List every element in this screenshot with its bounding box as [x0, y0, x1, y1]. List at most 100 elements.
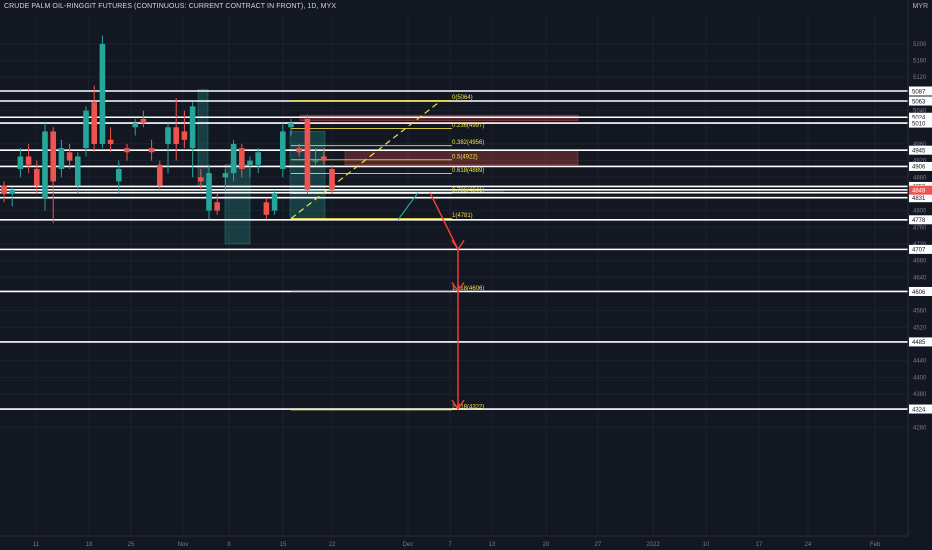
time-tick-label: 11: [33, 542, 40, 548]
candle-body: [25, 156, 32, 165]
candle-body: [157, 164, 163, 186]
candle-body: [230, 143, 237, 174]
level-price-label: 4324: [912, 407, 926, 413]
time-tick-label: 24: [805, 542, 812, 548]
candle-body: [280, 131, 286, 169]
time-tick-label: Nov: [178, 542, 189, 548]
level-price-label: 4707: [912, 248, 926, 254]
candle-body: [271, 193, 278, 211]
candle-body: [34, 168, 40, 186]
price-tick-label: 4920: [913, 159, 927, 165]
candle-body: [91, 102, 97, 144]
level-price-badge: [909, 337, 932, 347]
time-tick-label: 15: [280, 542, 287, 548]
candles: [1, 35, 335, 224]
candle-body: [214, 202, 220, 211]
level-price-label: 5024: [912, 116, 926, 122]
time-tick-label: 13: [489, 542, 496, 548]
level-price-badge: [909, 215, 932, 225]
chart-title: CRUDE PALM OIL-RINGGIT FUTURES (CONTINUO…: [4, 3, 337, 10]
level-price-label: 4945: [912, 148, 926, 154]
level-price-badge: [909, 244, 932, 254]
candle-body: [9, 189, 15, 194]
level-price-badge: [909, 86, 932, 96]
candle-body: [132, 123, 138, 128]
arrow-head: [451, 399, 465, 411]
level-price-badge: [909, 193, 932, 203]
time-tick-label: Feb: [870, 542, 881, 548]
candle-body: [83, 110, 89, 149]
candle-body: [116, 168, 122, 182]
level-price-label: 4906: [912, 165, 926, 171]
price-tick-label: 4400: [913, 375, 927, 381]
candle-body: [329, 168, 335, 190]
candle-body: [17, 156, 24, 169]
time-tick-label: 22: [329, 542, 336, 548]
candle-body: [140, 118, 147, 124]
fib-trend-line: [290, 100, 442, 220]
price-tick-label: 4680: [913, 259, 927, 265]
price-tick-label: 5200: [913, 42, 927, 48]
candle-body: [304, 118, 311, 190]
price-axis[interactable]: 5200516051205040496049204880485048004760…: [907, 0, 932, 550]
price-tick-label: 4280: [913, 425, 927, 431]
price-tick-label: 5040: [913, 109, 927, 115]
candle-body: [198, 177, 204, 182]
grid: [0, 14, 908, 536]
candle-body: [321, 156, 327, 161]
level-price-label: 4485: [912, 340, 926, 346]
price-tick-label: 4800: [913, 209, 927, 215]
candle-body: [58, 148, 65, 169]
price-tick-label: 4520: [913, 325, 927, 331]
candle-body: [255, 152, 261, 165]
level-price-label: 5063: [912, 99, 926, 105]
fib-retracement: 0(5064) 0.236(4997) 0.382(4956) 0.5(4922) 0.…: [290, 95, 484, 411]
time-tick-label: 18: [86, 542, 93, 548]
fib-label: 1.618(4606): [452, 286, 484, 292]
last-price-badge: [909, 185, 932, 195]
level-price-label: 4778: [912, 218, 926, 224]
level-price-badge: [909, 118, 932, 128]
candle-body: [173, 127, 179, 144]
currency-label: MYR: [912, 3, 928, 10]
time-tick-label: Dec: [403, 542, 414, 548]
time-tick-label: 7: [448, 542, 452, 548]
candle-body: [42, 131, 48, 199]
green-zone: [224, 164, 251, 245]
candle-body: [288, 123, 294, 128]
candle-body: [296, 148, 302, 153]
price-tick-label: 4360: [913, 392, 927, 398]
price-tick-label: 4880: [913, 175, 927, 181]
level-price-badge: [909, 112, 932, 122]
level-price-label: 5087: [912, 89, 926, 95]
last-price-label: 4849: [912, 188, 926, 194]
candle-body: [222, 173, 229, 178]
candle-body: [107, 139, 114, 144]
price-tick-label: 5120: [913, 75, 927, 81]
fib-label: 0.236(4997): [452, 123, 484, 129]
green-zone: [197, 89, 209, 186]
candle-body: [189, 106, 196, 149]
candle-body: [1, 185, 7, 194]
price-tick-label: 4760: [913, 225, 927, 231]
time-tick-label: 17: [756, 542, 763, 548]
time-tick-label: 2022: [646, 542, 660, 548]
level-price-badge: [909, 404, 932, 414]
projection-arrows: [397, 192, 465, 411]
fib-label: 0.5(4922): [452, 154, 478, 160]
time-tick-label: 8: [227, 542, 231, 548]
fib-label: 0(5064): [452, 95, 473, 101]
price-tick-label: 4960: [913, 142, 927, 148]
price-tick-label: 5160: [913, 59, 927, 65]
level-price-badge: [909, 286, 932, 296]
arrow-line: [397, 192, 419, 221]
level-price-badge: [909, 96, 932, 106]
time-axis[interactable]: 11 18 25 Nov 8 15 22 Dec 7 13 20 27 2022 10 17 24 Feb: [0, 535, 908, 548]
level-price-badge: [909, 145, 932, 155]
candle-body: [148, 148, 155, 153]
candle-body: [50, 131, 56, 182]
level-price-label: 5010: [912, 121, 926, 127]
level-price-label: 4831: [912, 196, 926, 202]
price-tick-label: 4560: [913, 309, 927, 315]
